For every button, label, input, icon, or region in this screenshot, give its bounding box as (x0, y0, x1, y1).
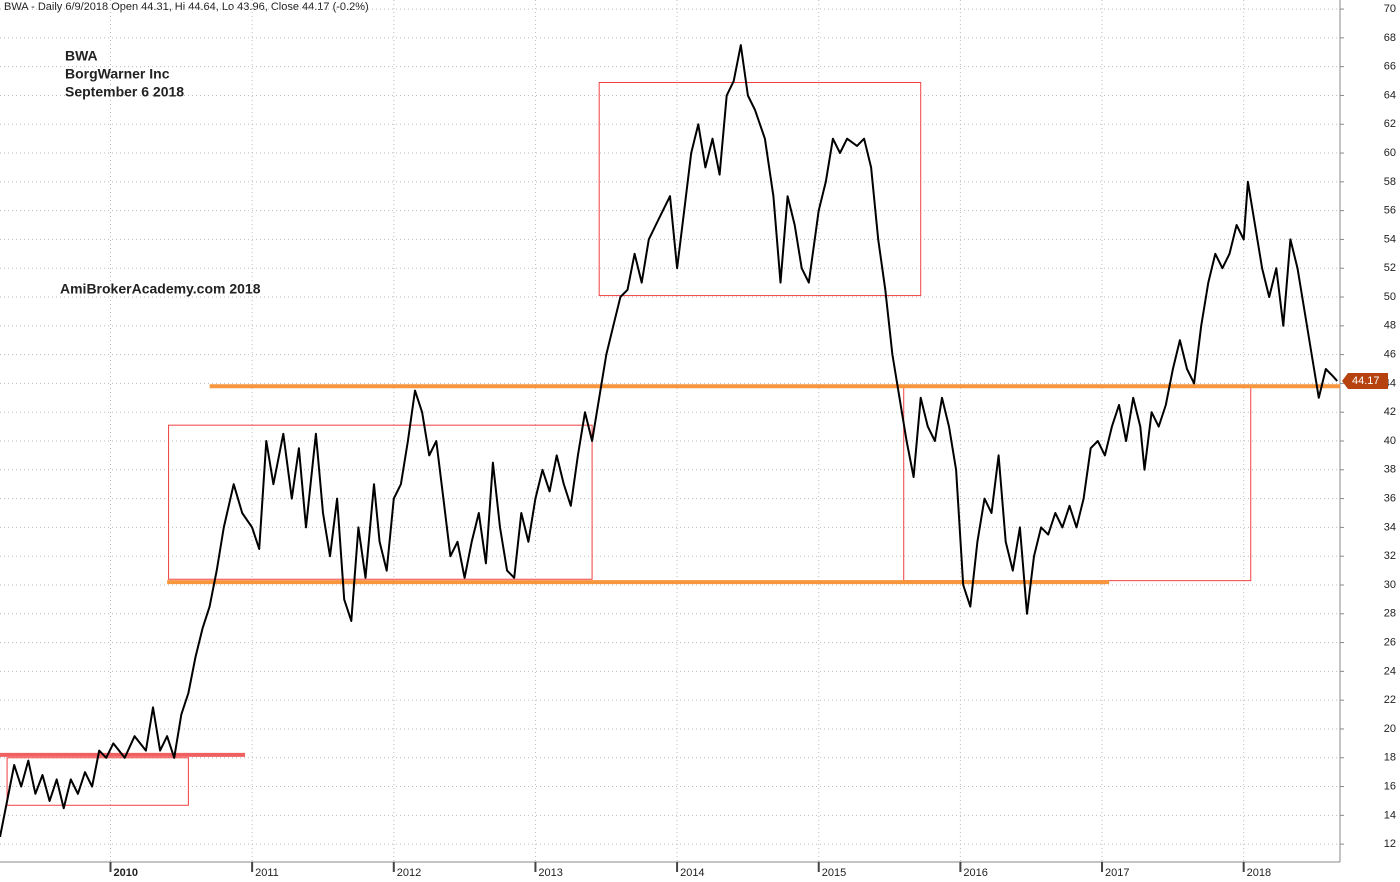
y-tick-label: 34 (1384, 521, 1396, 533)
x-tick-label: 2015 (822, 867, 846, 879)
x-tick-label: 2014 (680, 867, 704, 879)
x-tick-label: 2010 (113, 867, 137, 879)
x-tick-label: 2016 (963, 867, 987, 879)
y-tick-label: 20 (1384, 723, 1396, 735)
last-price-label: 44.17 (1352, 375, 1380, 387)
y-tick-label: 26 (1384, 636, 1396, 648)
x-tick-label: 2018 (1247, 867, 1271, 879)
annotation: BorgWarner Inc (65, 66, 170, 82)
annotation-box (168, 424, 593, 580)
y-tick-label: 28 (1384, 608, 1396, 620)
annotation-box (598, 81, 922, 297)
y-tick-label: 18 (1384, 752, 1396, 764)
y-tick-label: 32 (1384, 550, 1396, 562)
y-tick-label: 38 (1384, 464, 1396, 476)
y-tick-label: 24 (1384, 665, 1396, 677)
y-tick-label: 48 (1384, 320, 1396, 332)
y-tick-label: 50 (1384, 291, 1396, 303)
y-tick-label: 14 (1384, 809, 1396, 821)
y-tick-label: 54 (1384, 233, 1396, 245)
y-tick-label: 30 (1384, 579, 1396, 591)
annotation: AmiBrokerAcademy.com 2018 (60, 281, 261, 297)
y-tick-label: 68 (1384, 32, 1396, 44)
y-tick-label: 12 (1384, 838, 1396, 850)
y-tick-label: 64 (1384, 89, 1396, 101)
x-tick-label: 2012 (397, 867, 421, 879)
x-tick-label: 2013 (538, 867, 562, 879)
y-tick-label: 16 (1384, 780, 1396, 792)
y-tick-label: 22 (1384, 694, 1396, 706)
y-tick-label: 62 (1384, 118, 1396, 130)
y-tick-label: 40 (1384, 435, 1396, 447)
y-tick-label: 42 (1384, 406, 1396, 418)
x-tick-label: 2017 (1105, 867, 1129, 879)
y-tick-label: 58 (1384, 176, 1396, 188)
annotation: BWA (65, 48, 98, 64)
y-tick-label: 66 (1384, 61, 1396, 73)
price-line (0, 44, 1338, 838)
y-tick-label: 46 (1384, 349, 1396, 361)
y-tick-label: 52 (1384, 262, 1396, 274)
annotation: September 6 2018 (65, 84, 184, 100)
last-price-box (1342, 372, 1388, 389)
y-tick-label: 56 (1384, 205, 1396, 217)
chart-title: BWA - Daily 6/9/2018 Open 44.31, Hi 44.6… (4, 1, 369, 13)
y-tick-label: 60 (1384, 147, 1396, 159)
y-tick-label: 36 (1384, 493, 1396, 505)
x-tick-label: 2011 (255, 867, 279, 879)
y-tick-label: 70 (1384, 3, 1396, 15)
